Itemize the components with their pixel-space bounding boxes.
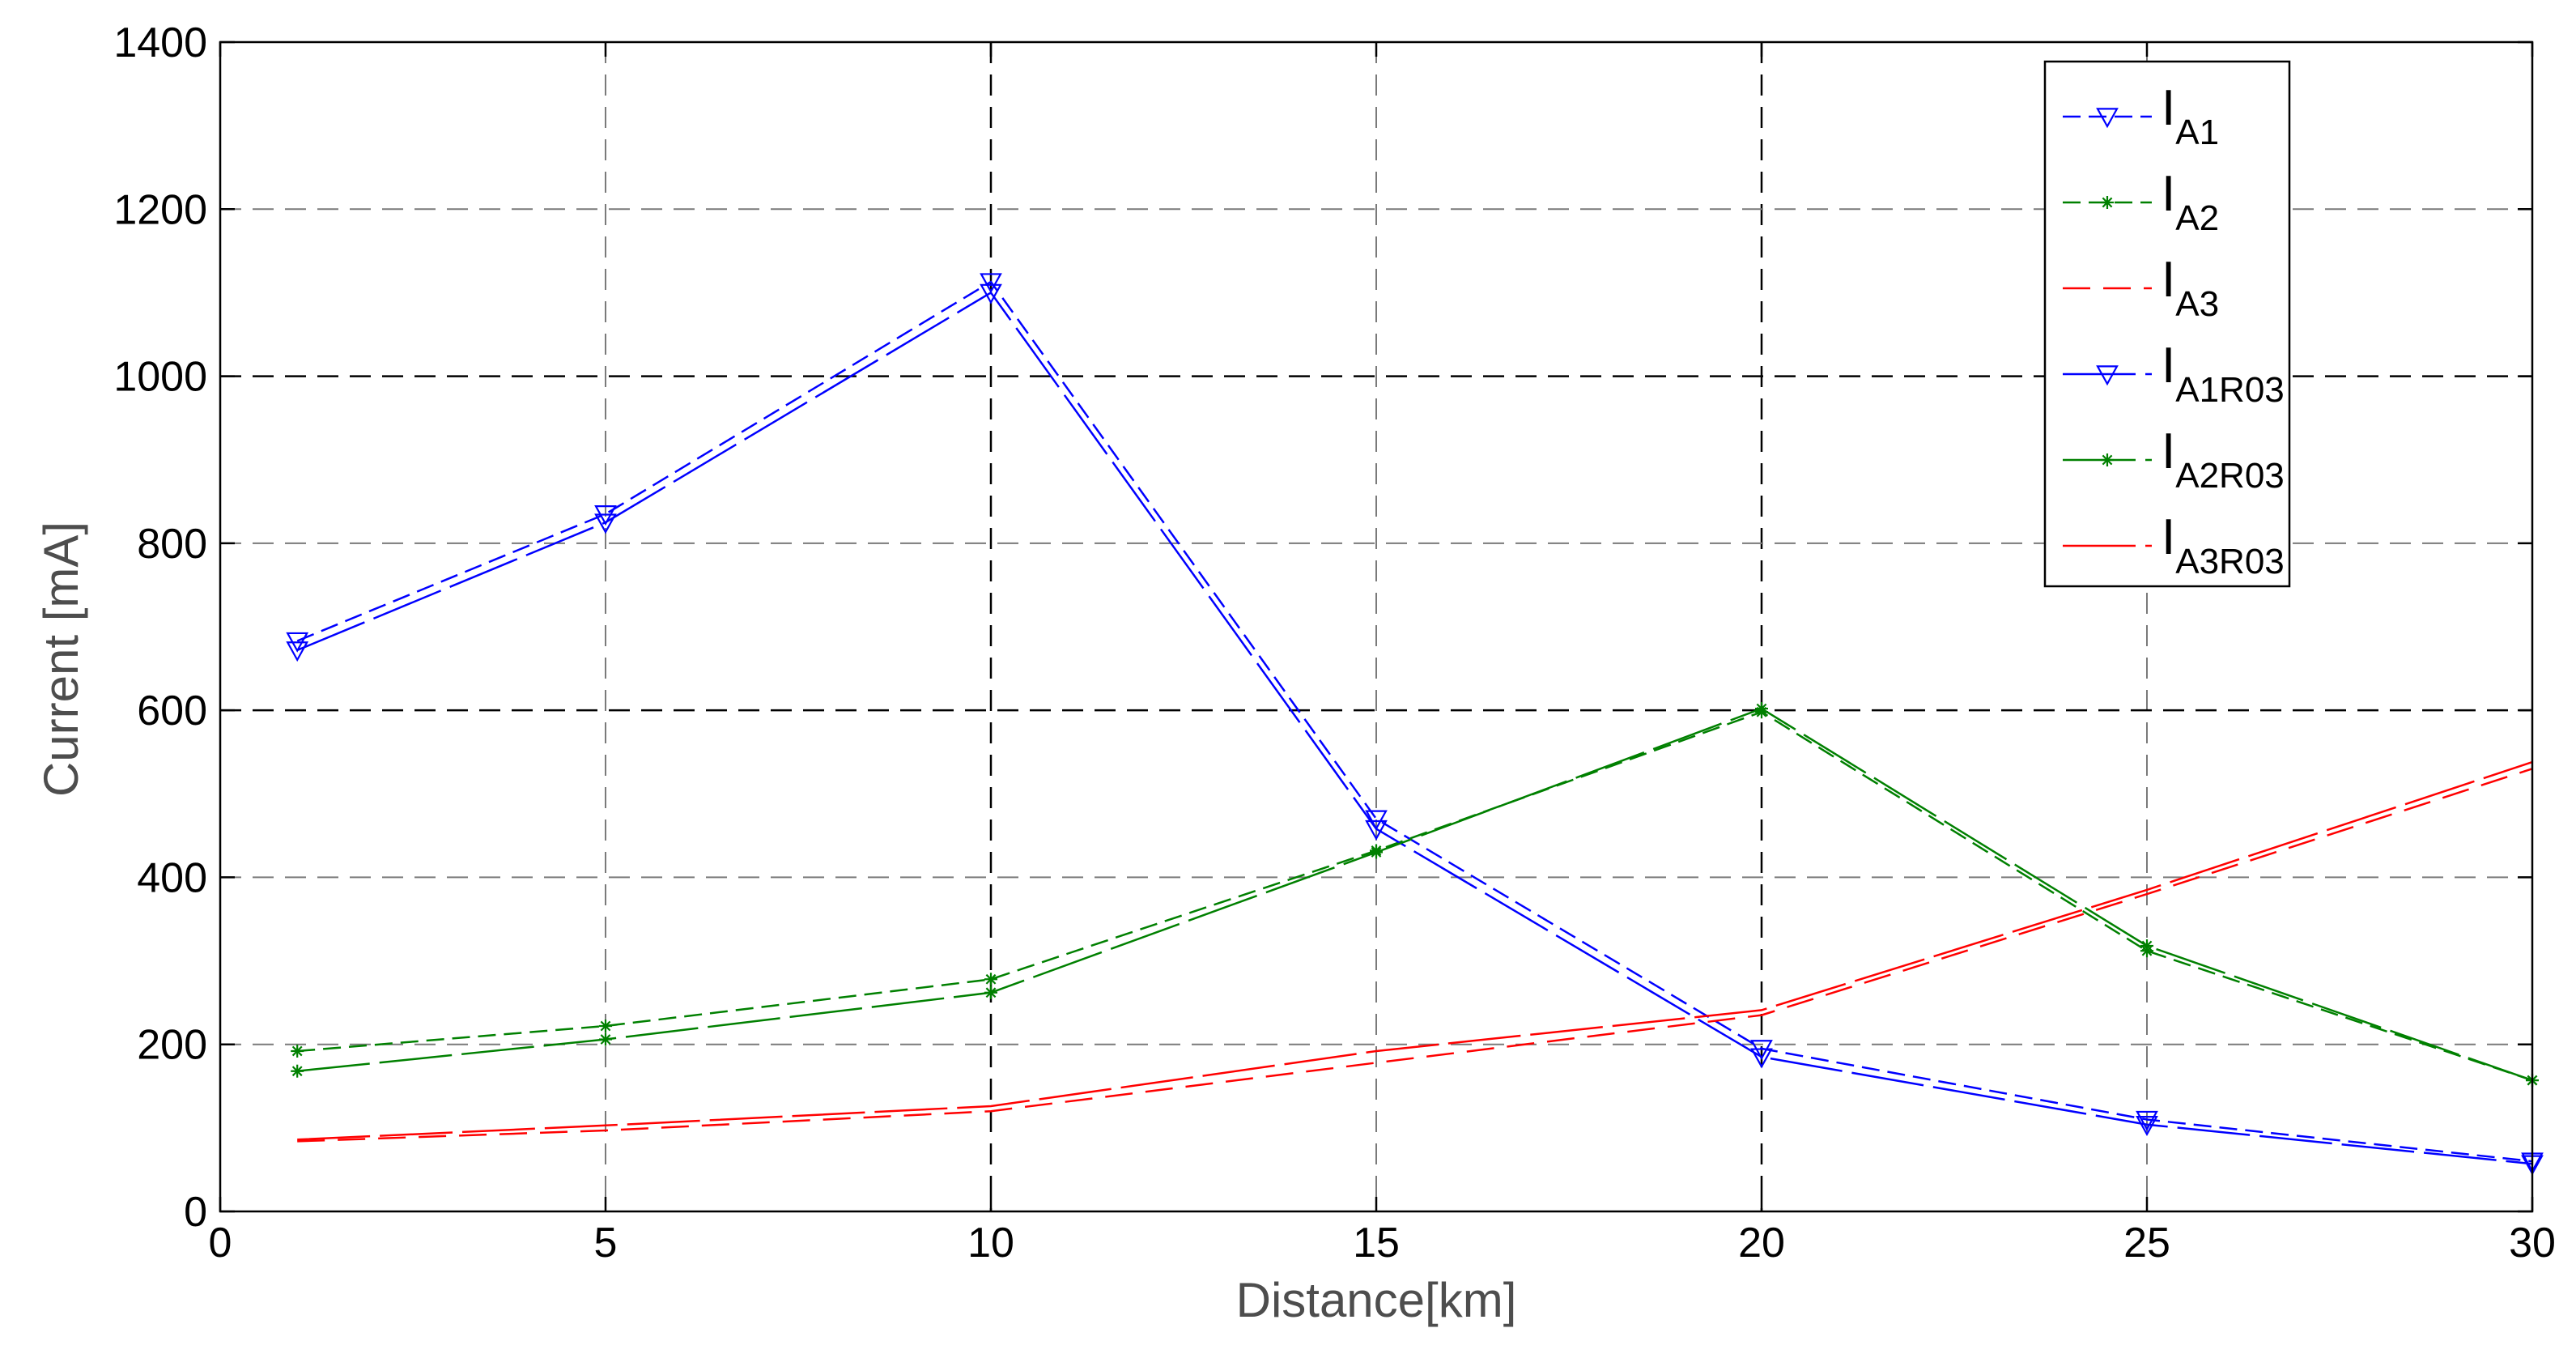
x-tick-label: 20 bbox=[1738, 1220, 1785, 1266]
y-tick-label: 600 bbox=[137, 688, 207, 734]
series-line bbox=[297, 768, 2533, 1143]
x-tick-label: 30 bbox=[2509, 1220, 2556, 1266]
data-point bbox=[984, 986, 997, 999]
data-point bbox=[2136, 1110, 2158, 1131]
x-tick-label: 0 bbox=[209, 1220, 232, 1266]
y-tick-label: 200 bbox=[137, 1022, 207, 1069]
x-tick-label: 15 bbox=[1353, 1220, 1400, 1266]
series-group bbox=[286, 273, 2544, 1176]
data-point bbox=[291, 1044, 304, 1058]
data-point bbox=[1755, 702, 1768, 716]
legend-marker bbox=[2101, 453, 2114, 466]
axis-ticks: 0 5 10 15 20 25 30 0 200 400 600 800 1000 1200 1400 bbox=[113, 19, 2556, 1266]
x-tick-label: 5 bbox=[594, 1220, 618, 1266]
legend-marker bbox=[2101, 196, 2114, 209]
legend-item: IA3 bbox=[2063, 252, 2219, 324]
legend-marker bbox=[2096, 108, 2119, 129]
legend-label: IA2R03 bbox=[2162, 424, 2285, 496]
x-tick-label: 10 bbox=[967, 1220, 1014, 1266]
data-point bbox=[1370, 845, 1383, 859]
legend-marker bbox=[2096, 365, 2119, 386]
data-point bbox=[984, 973, 997, 986]
legend-label: IA3 bbox=[2162, 252, 2219, 324]
y-axis-title: Current [mA] bbox=[34, 521, 88, 797]
series-line bbox=[296, 280, 2533, 1163]
data-point bbox=[980, 283, 1002, 304]
legend-item: IA3R03 bbox=[2063, 509, 2285, 581]
data-point bbox=[286, 641, 309, 662]
legend-item: IA2R03 bbox=[2063, 424, 2285, 496]
series-IA3 bbox=[297, 768, 2533, 1143]
legend-label: IA1R03 bbox=[2162, 338, 2285, 410]
data-point bbox=[1750, 1048, 1773, 1069]
legend-label: IA1 bbox=[2162, 80, 2219, 152]
data-point bbox=[291, 1064, 304, 1078]
data-point bbox=[599, 1020, 612, 1033]
y-tick-label: 400 bbox=[137, 854, 207, 901]
data-point bbox=[594, 513, 617, 534]
legend-item: IA1R03 bbox=[2063, 338, 2285, 410]
legend-label: IA2 bbox=[2162, 166, 2219, 238]
x-axis-title: Distance[km] bbox=[1236, 1273, 1517, 1327]
series-line bbox=[296, 291, 2533, 1165]
series-IA3R03 bbox=[297, 760, 2533, 1141]
x-tick-label: 25 bbox=[2123, 1220, 2170, 1266]
legend-label: IA3R03 bbox=[2162, 509, 2285, 581]
legend-item: IA1 bbox=[2063, 80, 2219, 152]
y-tick-label: 1200 bbox=[113, 186, 207, 233]
legend: IA1 IA2 IA3 IA1R03 IA2R03 IA3R03 bbox=[2043, 60, 2291, 588]
y-tick-label: 1400 bbox=[113, 19, 207, 66]
data-point bbox=[1365, 819, 1388, 841]
data-point bbox=[2140, 939, 2153, 953]
data-point bbox=[980, 273, 1002, 294]
legend-item: IA2 bbox=[2063, 166, 2219, 238]
y-tick-label: 1000 bbox=[113, 354, 207, 401]
data-point bbox=[2136, 1116, 2158, 1136]
data-point bbox=[1365, 810, 1388, 831]
series-IA2R03 bbox=[291, 702, 2539, 1088]
y-tick-label: 800 bbox=[137, 521, 207, 568]
series-line bbox=[297, 760, 2533, 1141]
y-tick-label: 0 bbox=[184, 1189, 207, 1236]
legend-box bbox=[2043, 60, 2291, 588]
data-point bbox=[599, 1032, 612, 1046]
